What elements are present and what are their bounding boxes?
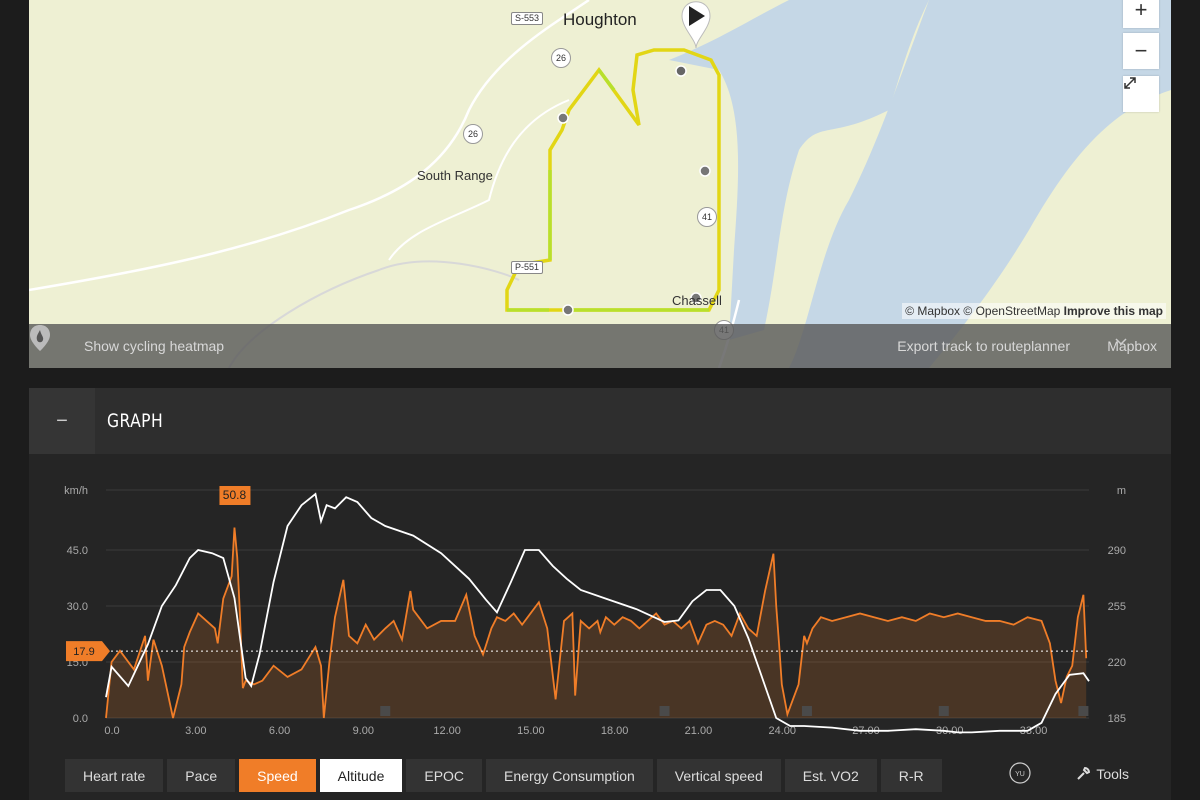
x-tick-label: 21.00: [685, 725, 713, 737]
zoom-out-button[interactable]: −: [1123, 33, 1159, 69]
lap-marker: [801, 706, 812, 716]
lap-marker: [1078, 706, 1089, 716]
chevron-down-icon: [1115, 338, 1127, 346]
speed-line: [105, 527, 1088, 719]
zoom-in-button[interactable]: +: [1123, 0, 1159, 28]
road-label-s553: S-553: [511, 12, 544, 25]
tab-altitude[interactable]: Altitude: [319, 759, 403, 792]
map-provider-select[interactable]: Mapbox: [1107, 338, 1157, 354]
heatmap-pin-icon[interactable]: [29, 324, 51, 352]
highway-badge-26: 26: [551, 48, 571, 68]
road-label-p551: P-551: [511, 261, 544, 274]
highway-badge-26: 26: [463, 124, 483, 144]
portage-lake: [669, 0, 929, 340]
tab-speed[interactable]: Speed: [239, 759, 316, 792]
y-right-tick-label: 220: [1108, 657, 1126, 669]
km-marker[interactable]: [690, 292, 702, 304]
x-tick-label: 15.00: [517, 725, 545, 737]
highway-badge-41: 41: [697, 207, 717, 227]
improve-map-link[interactable]: Improve this map: [1063, 304, 1163, 318]
x-tick-label: 9.00: [353, 725, 374, 737]
play-marker[interactable]: [681, 1, 711, 49]
tab-heart-rate[interactable]: Heart rate: [65, 759, 164, 792]
graph-title: GRAPH: [107, 410, 164, 432]
map-footer-bar: Show cycling heatmap Export track to rou…: [29, 324, 1171, 368]
tab-pace[interactable]: Pace: [167, 759, 236, 792]
metric-tabs: Heart rate Pace Speed Altitude EPOC Energy Co…: [65, 759, 942, 792]
average-badge: [66, 641, 110, 662]
osm-link[interactable]: © OpenStreetMap: [963, 304, 1061, 318]
tools-button[interactable]: Tools: [1076, 766, 1129, 782]
x-tick-label: 0.0: [104, 725, 119, 737]
x-tick-label: 12.00: [433, 725, 461, 737]
max-badge: [219, 486, 251, 505]
x-tick-label: 3.00: [185, 725, 206, 737]
lap-marker: [938, 706, 949, 716]
tab-r-r[interactable]: R-R: [880, 759, 942, 792]
lap-marker: [659, 706, 670, 716]
lap-marker: [380, 706, 391, 716]
tab-est-vo2[interactable]: Est. VO2: [784, 759, 877, 792]
mapbox-link[interactable]: © Mapbox: [905, 304, 961, 318]
tab-vertical-speed[interactable]: Vertical speed: [656, 759, 781, 792]
y-right-unit: m: [1117, 485, 1126, 497]
export-routeplanner-link[interactable]: Export track to routeplanner: [897, 338, 1070, 354]
city-label-houghton: Houghton: [563, 10, 637, 29]
y-left-unit: km/h: [64, 485, 88, 497]
road-local: [388, 99, 570, 261]
town-label-south-range: South Range: [417, 168, 493, 183]
expand-icon: [1124, 77, 1136, 89]
play-icon: [689, 6, 705, 26]
map-attribution: © Mapbox © OpenStreetMap Improve this ma…: [902, 303, 1166, 319]
road-26: [29, 0, 590, 292]
tab-energy-consumption[interactable]: Energy Consumption: [486, 759, 653, 792]
y-right-tick-label: 185: [1108, 713, 1126, 725]
fullscreen-button[interactable]: [1123, 76, 1159, 112]
graph-header: − GRAPH: [29, 388, 1171, 454]
y-left-tick-label: 45.0: [67, 545, 88, 557]
y-left-tick-label: 0.0: [73, 713, 88, 725]
keweenaw-bay: [789, 0, 1171, 368]
collapse-button[interactable]: −: [29, 388, 95, 454]
x-tick-label: 33.00: [1020, 725, 1048, 737]
y-right-tick-label: 290: [1108, 545, 1126, 557]
y-left-tick-label: 30.0: [67, 601, 88, 613]
town-label-chassell: Chassell: [672, 293, 722, 308]
svg-text:YU: YU: [1015, 771, 1025, 778]
wrench-icon: [1077, 767, 1091, 780]
km-marker[interactable]: [699, 165, 711, 177]
yu-badge-icon: YU: [1009, 762, 1031, 784]
tab-epoc[interactable]: EPOC: [406, 759, 483, 792]
max-label: 50.8: [223, 488, 247, 502]
km-marker[interactable]: [562, 304, 574, 316]
altitude-line: [105, 492, 1090, 734]
average-label: 17.9: [73, 646, 94, 658]
y-right-tick-label: 255: [1108, 601, 1126, 613]
x-tick-label: 24.00: [768, 725, 796, 737]
show-heatmap-toggle[interactable]: Show cycling heatmap: [84, 338, 225, 354]
tools-label: Tools: [1096, 766, 1129, 782]
graph-panel: − GRAPH 0.0 15.0 30.0 45.0 185 220 255 290 km/h m…: [29, 388, 1171, 800]
km-marker[interactable]: [557, 112, 569, 124]
route-map[interactable]: Houghton South Range Chassell S-553 P-55…: [29, 0, 1171, 368]
x-tick-label: 18.00: [601, 725, 629, 737]
route-fast-segments: [507, 68, 709, 312]
start-marker[interactable]: [675, 65, 687, 77]
x-tick-label: 6.00: [269, 725, 290, 737]
